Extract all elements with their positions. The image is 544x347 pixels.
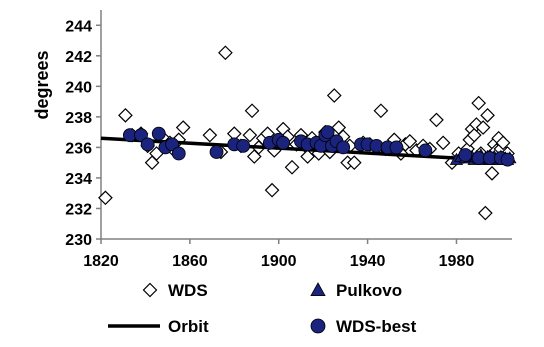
legend-label: WDS bbox=[168, 281, 208, 300]
wds-best-point bbox=[458, 148, 473, 162]
x-tick-label: 1860 bbox=[172, 253, 208, 270]
axes bbox=[96, 10, 512, 244]
wds-best-point bbox=[236, 138, 251, 153]
wds-point bbox=[300, 149, 315, 164]
wds-point bbox=[475, 120, 491, 135]
wds-point bbox=[326, 88, 342, 103]
y-tick-label: 236 bbox=[65, 140, 92, 157]
y-tick-label: 230 bbox=[65, 232, 92, 249]
wds-best-point bbox=[500, 152, 515, 167]
wds-point bbox=[402, 133, 418, 149]
wds-point bbox=[264, 182, 280, 198]
legend-diamond-icon bbox=[142, 282, 158, 298]
wds-point bbox=[242, 127, 258, 143]
tick-labels: 230 232 234 236 238 240 242 244 1820 1860 1900 1940… bbox=[65, 18, 474, 270]
wds-best-point bbox=[140, 137, 155, 152]
wds-best-point bbox=[389, 140, 404, 155]
legend-triangle-icon bbox=[310, 282, 326, 297]
wds-point bbox=[244, 103, 260, 119]
wds-best-point bbox=[209, 145, 224, 159]
x-tick-label: 1980 bbox=[439, 253, 475, 270]
wds-best-point bbox=[171, 146, 186, 161]
wds-point bbox=[284, 159, 300, 175]
legend-label: WDS-best bbox=[336, 317, 417, 336]
x-tick-label: 1940 bbox=[350, 253, 386, 270]
x-tick-label: 1900 bbox=[261, 253, 297, 270]
wds-point bbox=[175, 120, 191, 135]
data-marks bbox=[98, 45, 517, 221]
wds-point bbox=[480, 107, 495, 123]
wds-point bbox=[373, 103, 389, 119]
y-tick-label: 238 bbox=[65, 110, 92, 127]
x-tick-label: 1820 bbox=[83, 253, 119, 270]
legend-circle-icon bbox=[310, 318, 326, 334]
wds-point bbox=[218, 45, 233, 61]
wds-best-point bbox=[151, 126, 166, 141]
wds-best-point bbox=[418, 143, 433, 158]
legend-item-wds-best: WDS-best bbox=[310, 317, 417, 336]
legend-item-orbit: Orbit bbox=[108, 317, 209, 336]
legend-item-wds: WDS bbox=[142, 281, 208, 300]
wds-point bbox=[495, 135, 511, 151]
wds-point bbox=[477, 205, 493, 221]
wds-point bbox=[435, 135, 451, 151]
y-tick-label: 240 bbox=[65, 79, 92, 96]
wds-best-point bbox=[276, 135, 291, 150]
y-tick-label: 244 bbox=[65, 18, 92, 35]
legend-item-pulkovo: Pulkovo bbox=[310, 281, 402, 300]
y-tick-label: 242 bbox=[65, 49, 92, 66]
wds-best-point bbox=[336, 140, 351, 155]
legend: WDS Pulkovo Orbit WDS-best bbox=[108, 281, 417, 336]
wds-point bbox=[98, 190, 113, 206]
legend-label: Orbit bbox=[168, 317, 209, 336]
wds-point bbox=[471, 95, 487, 111]
y-tick-label: 232 bbox=[65, 201, 92, 218]
wds-best-point bbox=[320, 125, 335, 140]
wds-point bbox=[202, 127, 218, 143]
wds-point bbox=[429, 112, 444, 128]
y-tick-label: 234 bbox=[65, 171, 92, 188]
legend-label: Pulkovo bbox=[336, 281, 402, 300]
wds-point bbox=[484, 166, 500, 181]
wds-point bbox=[346, 155, 362, 171]
wds-point bbox=[466, 127, 482, 143]
wds-point bbox=[118, 107, 133, 123]
y-axis-label: degrees bbox=[32, 50, 52, 119]
